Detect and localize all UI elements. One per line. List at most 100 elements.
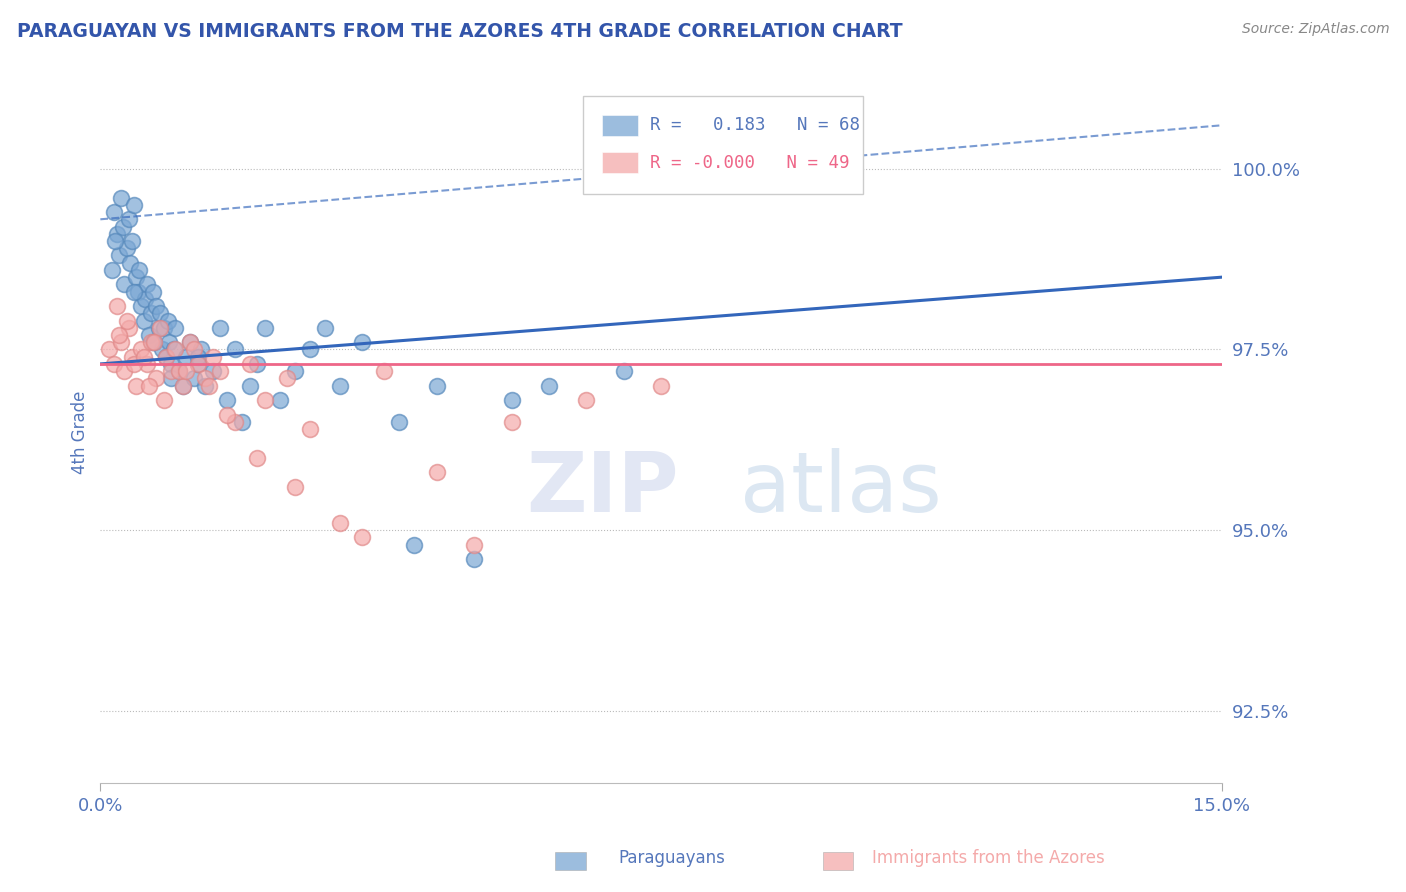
Point: [224, 343, 246, 357]
Point: [160, 364, 183, 378]
Point: [112, 277, 135, 292]
Point: [103, 205, 125, 219]
Point: [350, 531, 373, 545]
Point: [575, 393, 598, 408]
Point: [131, 343, 153, 357]
Point: [231, 415, 253, 429]
Point: [143, 335, 166, 350]
Text: R =   0.183   N = 68: R = 0.183 N = 68: [650, 116, 860, 135]
Point: [201, 364, 224, 378]
Point: [388, 415, 411, 429]
Point: [373, 364, 395, 378]
Point: [155, 350, 177, 364]
Point: [194, 371, 217, 385]
Point: [142, 285, 165, 299]
Point: [150, 343, 173, 357]
Point: [148, 320, 170, 334]
FancyBboxPatch shape: [602, 115, 637, 136]
Point: [179, 335, 201, 350]
Point: [172, 378, 194, 392]
Point: [110, 191, 132, 205]
Point: [125, 378, 148, 392]
Point: [197, 378, 219, 392]
Point: [463, 538, 485, 552]
Point: [217, 408, 239, 422]
Point: [167, 364, 190, 378]
Point: [104, 234, 127, 248]
Point: [165, 320, 187, 334]
Point: [134, 292, 156, 306]
Point: [131, 299, 153, 313]
Point: [187, 350, 209, 364]
Point: [167, 364, 190, 378]
Point: [157, 335, 180, 350]
Point: [160, 371, 183, 385]
Point: [105, 227, 128, 241]
Point: [155, 350, 177, 364]
Point: [153, 393, 176, 408]
Point: [121, 234, 143, 248]
Point: [165, 343, 187, 357]
Point: [149, 320, 172, 334]
Point: [650, 378, 672, 392]
Point: [246, 450, 269, 465]
Point: [194, 378, 217, 392]
Point: [100, 263, 122, 277]
Point: [118, 320, 141, 334]
Point: [122, 357, 145, 371]
Point: [208, 320, 231, 334]
Point: [501, 393, 523, 408]
Point: [145, 299, 167, 313]
Point: [298, 422, 321, 436]
Point: [103, 357, 125, 371]
Point: [149, 306, 172, 320]
Point: [201, 350, 224, 364]
Point: [239, 357, 262, 371]
Point: [239, 378, 262, 392]
Point: [143, 335, 166, 350]
Point: [115, 241, 138, 255]
FancyBboxPatch shape: [582, 96, 863, 194]
Point: [179, 335, 201, 350]
Point: [156, 313, 179, 327]
Point: [128, 263, 150, 277]
Point: [253, 320, 276, 334]
Point: [141, 306, 163, 320]
Point: [298, 343, 321, 357]
Point: [253, 393, 276, 408]
Point: [176, 350, 198, 364]
Point: [329, 516, 352, 530]
Point: [537, 378, 560, 392]
Point: [118, 212, 141, 227]
Point: [426, 466, 449, 480]
Point: [108, 248, 131, 262]
Point: [112, 364, 135, 378]
Point: [187, 357, 209, 371]
Point: [613, 364, 636, 378]
Text: ZIP: ZIP: [526, 449, 679, 529]
Text: atlas: atlas: [740, 449, 942, 529]
Point: [121, 350, 143, 364]
Point: [183, 343, 205, 357]
Point: [463, 552, 485, 566]
Point: [350, 335, 373, 350]
Point: [329, 378, 352, 392]
Y-axis label: 4th Grade: 4th Grade: [72, 391, 89, 475]
Point: [110, 335, 132, 350]
Point: [127, 285, 149, 299]
Point: [125, 270, 148, 285]
Point: [208, 364, 231, 378]
Text: Paraguayans: Paraguayans: [619, 849, 725, 867]
Point: [115, 313, 138, 327]
Point: [142, 335, 165, 350]
Text: Immigrants from the Azores: Immigrants from the Azores: [872, 849, 1105, 867]
Point: [284, 480, 307, 494]
Point: [276, 371, 298, 385]
Point: [111, 219, 134, 234]
Point: [98, 343, 121, 357]
Point: [176, 364, 198, 378]
Point: [404, 538, 426, 552]
Point: [138, 328, 160, 343]
Point: [120, 255, 142, 269]
Point: [160, 357, 183, 371]
